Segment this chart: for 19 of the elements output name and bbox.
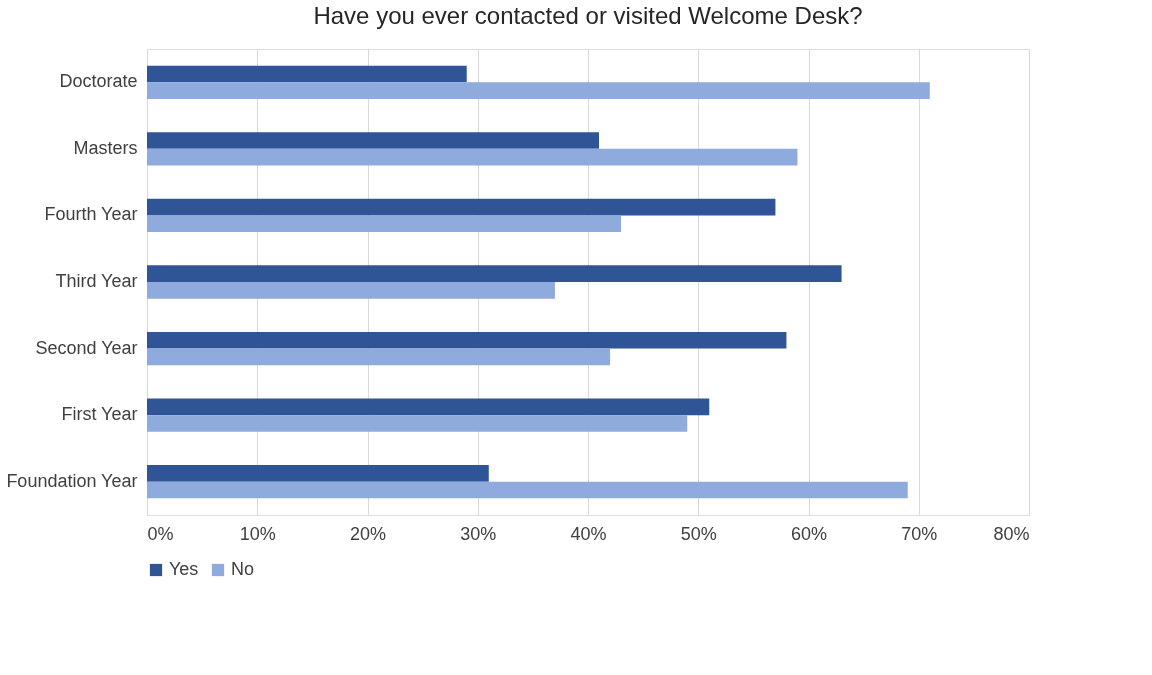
x-tick-label: 40% (570, 523, 607, 544)
legend-label: No (231, 559, 255, 579)
y-tick-label: Doctorate (59, 71, 138, 92)
x-tick-label: 50% (680, 523, 717, 544)
y-tick-label: Second Year (35, 337, 138, 358)
x-tick-label: 30% (460, 523, 497, 544)
y-tick-label: Fourth Year (44, 204, 138, 225)
y-tick-label: Masters (73, 137, 138, 158)
y-tick-label: Foundation Year (6, 470, 138, 491)
x-tick-label: 0% (147, 523, 174, 544)
y-tick-label: Third Year (55, 271, 138, 291)
x-tick-label: 60% (790, 523, 828, 544)
legend-label: Yes (169, 559, 199, 579)
chart-title: Have you ever contacted or visited Welcome Desk? (313, 2, 863, 29)
x-tick-label: 80% (993, 523, 1030, 544)
x-tick-label: 70% (901, 523, 938, 544)
x-tick-label: 10% (239, 523, 276, 544)
x-tick-label: 20% (349, 523, 387, 544)
y-tick-label: First Year (61, 404, 138, 425)
